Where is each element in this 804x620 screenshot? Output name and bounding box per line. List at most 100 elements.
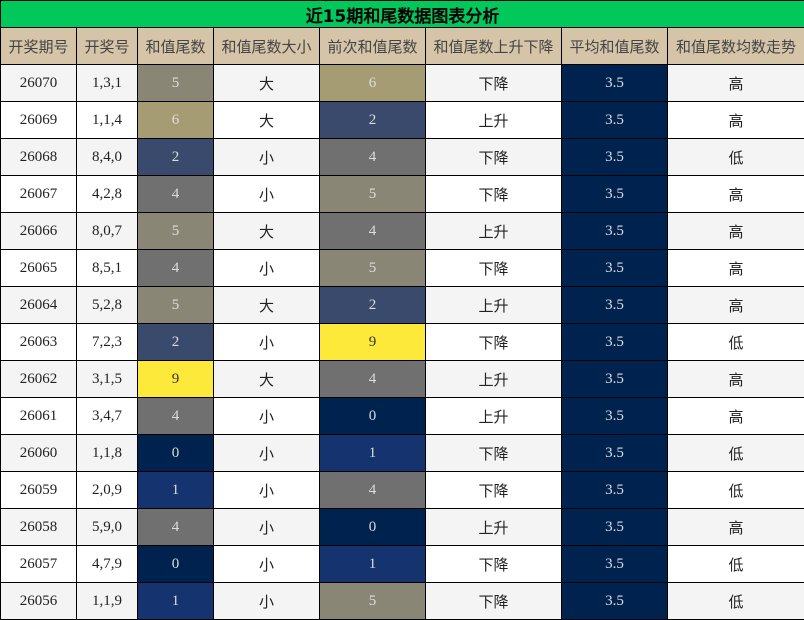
cell-tail: 5: [137, 212, 214, 250]
cell-trend: 下降: [425, 175, 562, 213]
cell-trend: 上升: [425, 360, 562, 398]
cell-avg: 3.5: [561, 212, 668, 250]
cell-prev: 1: [319, 434, 426, 472]
cell-tail: 0: [137, 434, 214, 472]
table-row: 26060 1,1,8 0 小 1 下降 3.5 低: [0, 434, 804, 472]
cell-trend: 下降: [425, 138, 562, 176]
cell-size: 小: [213, 175, 320, 213]
cell-issue: 26068: [0, 138, 77, 176]
cell-avg: 3.5: [561, 101, 668, 139]
cell-numbers: 3,1,5: [76, 360, 138, 398]
cell-avg-trend: 低: [666, 582, 804, 620]
cell-size: 大: [213, 212, 320, 250]
cell-prev: 5: [319, 175, 426, 213]
cell-issue: 26062: [0, 360, 77, 398]
cell-size: 小: [213, 471, 320, 509]
column-header-trend: 和值尾数上升下降: [425, 27, 562, 65]
cell-size: 小: [213, 434, 320, 472]
cell-tail: 1: [137, 471, 214, 509]
cell-prev: 2: [319, 286, 426, 324]
cell-size: 小: [213, 508, 320, 546]
cell-issue: 26059: [0, 471, 77, 509]
cell-avg: 3.5: [561, 434, 668, 472]
cell-prev: 6: [319, 64, 426, 102]
cell-trend: 上升: [425, 286, 562, 324]
cell-size: 大: [213, 360, 320, 398]
cell-trend: 下降: [425, 249, 562, 287]
table-row: 26062 3,1,5 9 大 4 上升 3.5 高: [0, 360, 804, 398]
table-row: 26070 1,3,1 5 大 6 下降 3.5 高: [0, 64, 804, 102]
cell-tail: 5: [137, 64, 214, 102]
cell-size: 大: [213, 101, 320, 139]
cell-trend: 上升: [425, 397, 562, 435]
cell-tail: 4: [137, 508, 214, 546]
cell-size: 大: [213, 64, 320, 102]
cell-avg: 3.5: [561, 508, 668, 546]
cell-prev: 4: [319, 360, 426, 398]
cell-issue: 26066: [0, 212, 77, 250]
cell-issue: 26057: [0, 545, 77, 583]
cell-avg-trend: 低: [666, 434, 804, 472]
cell-numbers: 8,5,1: [76, 249, 138, 287]
cell-avg-trend: 高: [666, 508, 804, 546]
cell-tail: 0: [137, 545, 214, 583]
table-row: 26059 2,0,9 1 小 4 下降 3.5 低: [0, 471, 804, 509]
cell-size: 小: [213, 249, 320, 287]
cell-trend: 上升: [425, 101, 562, 139]
cell-tail: 1: [137, 582, 214, 620]
table-row: 26064 5,2,8 5 大 2 上升 3.5 高: [0, 286, 804, 324]
cell-avg-trend: 高: [666, 64, 804, 102]
cell-prev: 5: [319, 249, 426, 287]
cell-numbers: 8,4,0: [76, 138, 138, 176]
cell-trend: 上升: [425, 212, 562, 250]
cell-tail: 5: [137, 286, 214, 324]
table-row: 26067 4,2,8 4 小 5 下降 3.5 高: [0, 175, 804, 213]
table-row: 26065 8,5,1 4 小 5 下降 3.5 高: [0, 249, 804, 287]
cell-avg-trend: 低: [666, 545, 804, 583]
cell-size: 小: [213, 323, 320, 361]
cell-prev: 0: [319, 397, 426, 435]
table-row: 26069 1,1,4 6 大 2 上升 3.5 高: [0, 101, 804, 139]
cell-avg-trend: 高: [666, 360, 804, 398]
cell-numbers: 1,1,8: [76, 434, 138, 472]
cell-avg-trend: 低: [666, 138, 804, 176]
cell-tail: 6: [137, 101, 214, 139]
cell-issue: 26058: [0, 508, 77, 546]
cell-avg-trend: 高: [666, 175, 804, 213]
cell-avg-trend: 高: [666, 397, 804, 435]
table-title: 近15期和尾数据图表分析: [0, 0, 804, 28]
cell-size: 小: [213, 545, 320, 583]
cell-issue: 26056: [0, 582, 77, 620]
cell-tail: 4: [137, 397, 214, 435]
cell-numbers: 2,0,9: [76, 471, 138, 509]
cell-tail: 2: [137, 323, 214, 361]
cell-issue: 26070: [0, 64, 77, 102]
cell-avg: 3.5: [561, 471, 668, 509]
cell-numbers: 4,2,8: [76, 175, 138, 213]
cell-numbers: 4,7,9: [76, 545, 138, 583]
cell-size: 小: [213, 138, 320, 176]
cell-trend: 下降: [425, 323, 562, 361]
cell-avg-trend: 高: [666, 249, 804, 287]
cell-prev: 4: [319, 138, 426, 176]
table-row: 26063 7,2,3 2 小 9 下降 3.5 低: [0, 323, 804, 361]
cell-avg: 3.5: [561, 323, 668, 361]
cell-avg: 3.5: [561, 582, 668, 620]
column-header-tail: 和值尾数: [137, 27, 214, 65]
cell-avg-trend: 低: [666, 323, 804, 361]
table-row: 26057 4,7,9 0 小 1 下降 3.5 低: [0, 545, 804, 583]
cell-issue: 26060: [0, 434, 77, 472]
cell-avg: 3.5: [561, 175, 668, 213]
cell-avg: 3.5: [561, 138, 668, 176]
cell-avg: 3.5: [561, 286, 668, 324]
cell-numbers: 8,0,7: [76, 212, 138, 250]
cell-tail: 4: [137, 175, 214, 213]
cell-prev: 4: [319, 212, 426, 250]
cell-avg-trend: 高: [666, 286, 804, 324]
cell-tail: 4: [137, 249, 214, 287]
cell-numbers: 1,3,1: [76, 64, 138, 102]
column-header-issue: 开奖期号: [0, 27, 77, 65]
cell-trend: 下降: [425, 545, 562, 583]
table-row: 26066 8,0,7 5 大 4 上升 3.5 高: [0, 212, 804, 250]
cell-prev: 9: [319, 323, 426, 361]
